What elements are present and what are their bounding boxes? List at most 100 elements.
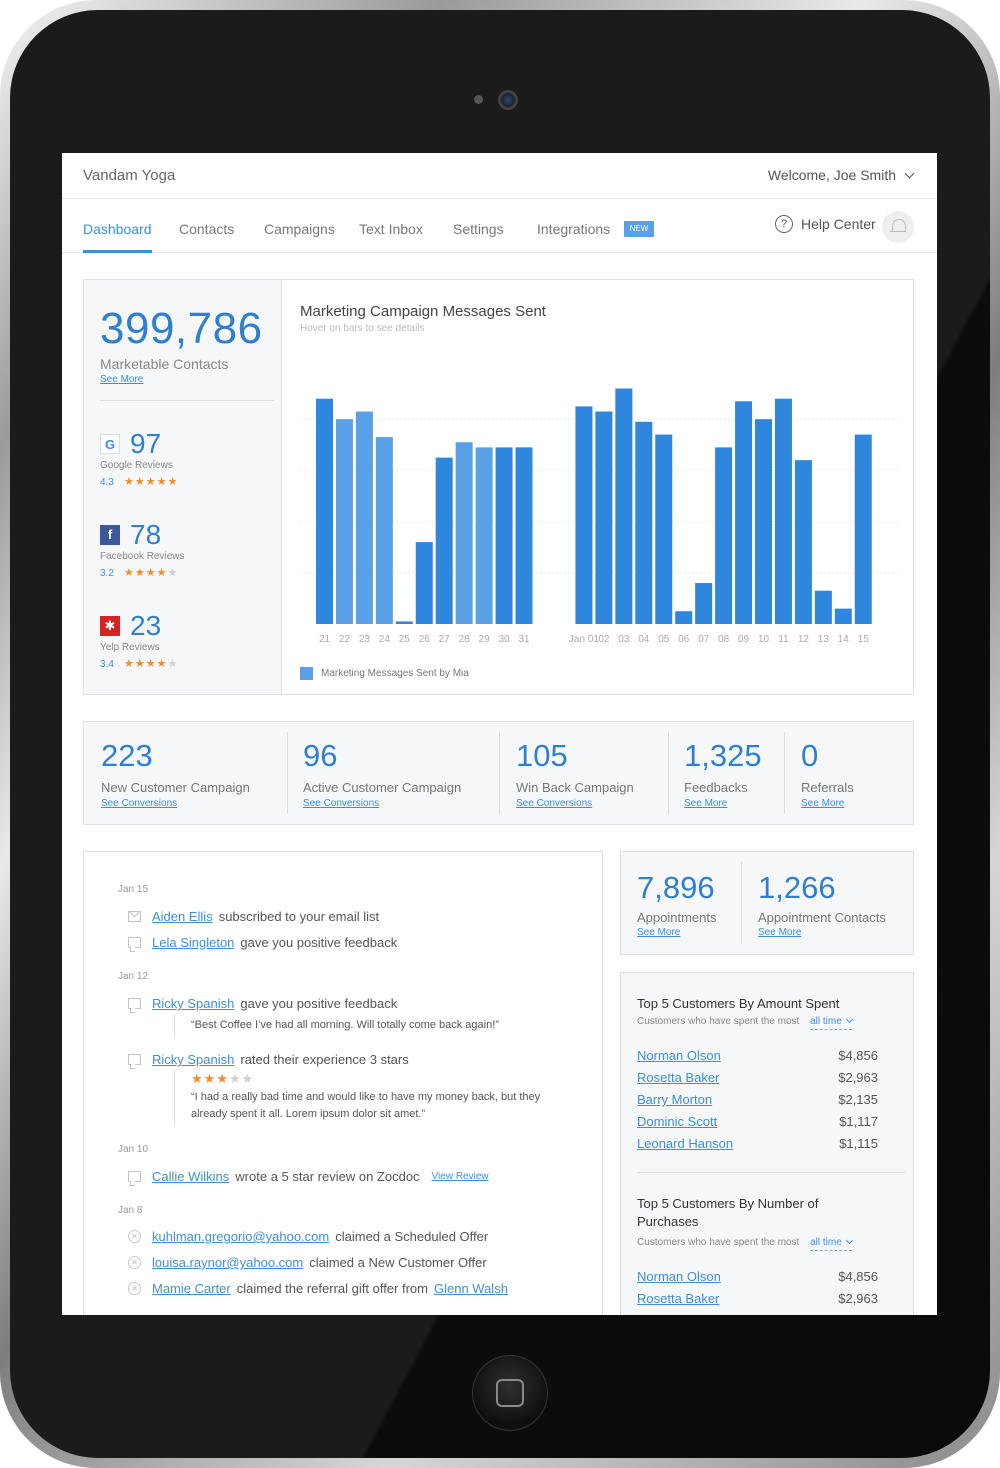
chart-bar[interactable] bbox=[595, 411, 613, 624]
see-conversions-link[interactable]: See Conversions bbox=[101, 798, 178, 809]
top-spent-subtitle: Customers who have spent the most all ti… bbox=[637, 1015, 853, 1030]
star-rating: ★★★★★ bbox=[124, 566, 178, 579]
chart-bar[interactable] bbox=[515, 447, 533, 624]
quote-line: “I had a really bad time and would like … bbox=[191, 1091, 541, 1103]
feed-item: ✕ louisa.raynor@yahoo.com claimed a New … bbox=[128, 1255, 487, 1270]
chart-bar[interactable] bbox=[794, 460, 812, 624]
contact-link[interactable]: louisa.raynor@yahoo.com bbox=[152, 1255, 304, 1270]
chart-bar[interactable] bbox=[615, 388, 633, 624]
tab-text-inbox[interactable]: Text Inbox bbox=[359, 221, 423, 237]
chart-bar[interactable] bbox=[495, 447, 513, 624]
tab-campaigns[interactable]: Campaigns bbox=[264, 221, 335, 237]
see-conversions-link[interactable]: See Conversions bbox=[303, 798, 380, 809]
facebook-review-score: 3.2 bbox=[100, 568, 114, 579]
contact-link[interactable]: Lela Singleton bbox=[152, 935, 235, 950]
customer-amount: $2,135 bbox=[838, 1092, 878, 1107]
customer-link[interactable]: Rosetta Baker bbox=[637, 1070, 720, 1085]
see-conversions-link[interactable]: See Conversions bbox=[516, 798, 593, 809]
tab-contacts[interactable]: Contacts bbox=[179, 221, 235, 237]
appointments-panel: 7,896 Appointments See More 1,266 Appoin… bbox=[620, 851, 914, 955]
campaign-bar-chart[interactable]: 21 22 23 24 25 26 27 28 29 30 31 Jan 01 02 03 04 05 06 07… bbox=[282, 360, 913, 650]
see-more-link[interactable]: See More bbox=[684, 798, 728, 809]
chart-bar[interactable] bbox=[355, 411, 373, 624]
offer-icon: ✕ bbox=[128, 1256, 141, 1269]
customer-link[interactable]: Barry Morton bbox=[637, 1092, 713, 1107]
offer-icon: ✕ bbox=[128, 1282, 141, 1295]
top-customers-panel: Top 5 Customers By Amount Spent Customer… bbox=[620, 972, 914, 1315]
chart-bar[interactable] bbox=[814, 590, 832, 624]
chart-bar[interactable] bbox=[375, 437, 393, 624]
contact-link[interactable]: kuhlman.gregorio@yahoo.com bbox=[152, 1229, 330, 1244]
chart-bar[interactable] bbox=[675, 611, 693, 624]
help-center-label: Help Center bbox=[801, 216, 876, 232]
see-more-link[interactable]: See More bbox=[801, 798, 845, 809]
chart-legend: Marketing Messages Sent by Mia bbox=[300, 667, 469, 680]
contacts-see-more-link[interactable]: See More bbox=[100, 374, 144, 385]
chevron-down-icon bbox=[904, 168, 915, 178]
see-more-link[interactable]: See More bbox=[758, 927, 802, 938]
app-screen: Vandam Yoga Welcome, Joe Smith Dashboard… bbox=[62, 153, 937, 1315]
customer-row: Leonard Hanson $1,115 bbox=[637, 1136, 878, 1151]
chart-bar[interactable] bbox=[635, 421, 653, 624]
chart-bar[interactable] bbox=[575, 406, 593, 624]
customer-link[interactable]: Norman Olson bbox=[637, 1048, 721, 1063]
referrer-link[interactable]: Glenn Walsh bbox=[433, 1281, 508, 1296]
x-tick-label: 14 bbox=[838, 634, 850, 645]
chart-bar[interactable] bbox=[834, 608, 852, 624]
contact-link[interactable]: Aiden Ellis bbox=[152, 909, 213, 924]
chart-bar[interactable] bbox=[774, 398, 792, 624]
customer-link[interactable]: Rosetta Baker bbox=[637, 1291, 720, 1306]
campaign-chart-card: Marketing Campaign Messages Sent Hover o… bbox=[282, 280, 913, 694]
stat-value: 96 bbox=[303, 738, 338, 773]
chart-bar[interactable] bbox=[335, 419, 353, 624]
tab-integrations[interactable]: Integrations bbox=[537, 221, 611, 237]
home-square-icon bbox=[496, 1379, 524, 1407]
see-more-link[interactable]: See More bbox=[637, 927, 681, 938]
chevron-down-icon bbox=[845, 1236, 853, 1245]
chart-bar[interactable] bbox=[735, 401, 753, 624]
chart-bar[interactable] bbox=[655, 434, 673, 624]
user-menu[interactable]: Welcome, Joe Smith bbox=[768, 167, 915, 183]
home-button[interactable] bbox=[472, 1355, 548, 1431]
customer-link[interactable]: Norman Olson bbox=[637, 1269, 721, 1284]
yelp-icon: ✱ bbox=[100, 616, 120, 636]
feed-text: rated their experience 3 stars bbox=[240, 1052, 409, 1067]
contact-link[interactable]: Mamie Carter bbox=[152, 1281, 231, 1296]
stat-value: 7,896 bbox=[637, 870, 715, 905]
chart-bar[interactable] bbox=[695, 583, 713, 624]
time-filter-dropdown[interactable]: all time bbox=[810, 1236, 853, 1251]
chart-bar[interactable] bbox=[316, 398, 333, 624]
contacts-summary: 399,786 Marketable Contacts See More G 9… bbox=[84, 280, 282, 694]
star-icon: ★ bbox=[216, 1071, 229, 1086]
chart-bar[interactable] bbox=[854, 434, 872, 624]
feed-item: Ricky Spanish rated their experience 3 s… bbox=[128, 1052, 409, 1069]
facebook-review-label: Facebook Reviews bbox=[100, 551, 185, 562]
contact-link[interactable]: Callie Wilkins bbox=[152, 1169, 230, 1184]
divider bbox=[499, 732, 500, 814]
chart-bar[interactable] bbox=[415, 542, 433, 624]
tab-dashboard[interactable]: Dashboard bbox=[83, 221, 152, 237]
google-icon: G bbox=[100, 434, 120, 454]
bell-icon[interactable] bbox=[882, 211, 914, 243]
view-review-link[interactable]: View Review bbox=[431, 1171, 489, 1182]
feed-text: gave you positive feedback bbox=[240, 935, 398, 950]
customer-link[interactable]: Dominic Scott bbox=[637, 1114, 718, 1129]
chart-bar[interactable] bbox=[755, 419, 772, 624]
yelp-review-score: 3.4 bbox=[100, 659, 114, 670]
customer-link[interactable]: Leonard Hanson bbox=[637, 1136, 734, 1151]
contact-link[interactable]: Ricky Spanish bbox=[152, 996, 235, 1011]
overview-panel: 399,786 Marketable Contacts See More G 9… bbox=[83, 279, 914, 695]
chart-bar[interactable] bbox=[455, 442, 473, 624]
chart-bar[interactable] bbox=[715, 447, 733, 624]
help-center-link[interactable]: ? Help Center bbox=[775, 215, 876, 233]
facebook-reviews: f 78 Facebook Reviews 3.2 ★★★★★ bbox=[100, 519, 280, 591]
star-icon: ★ bbox=[124, 567, 135, 579]
time-filter-dropdown[interactable]: all time bbox=[810, 1015, 853, 1030]
x-tick-label: 27 bbox=[439, 634, 451, 645]
contact-link[interactable]: Ricky Spanish bbox=[152, 1052, 235, 1067]
chart-bar[interactable] bbox=[435, 457, 453, 624]
chart-bar[interactable] bbox=[475, 447, 493, 624]
customer-amount: $1,115 bbox=[839, 1136, 878, 1151]
chart-bar[interactable] bbox=[395, 621, 413, 624]
tab-settings[interactable]: Settings bbox=[453, 221, 504, 237]
